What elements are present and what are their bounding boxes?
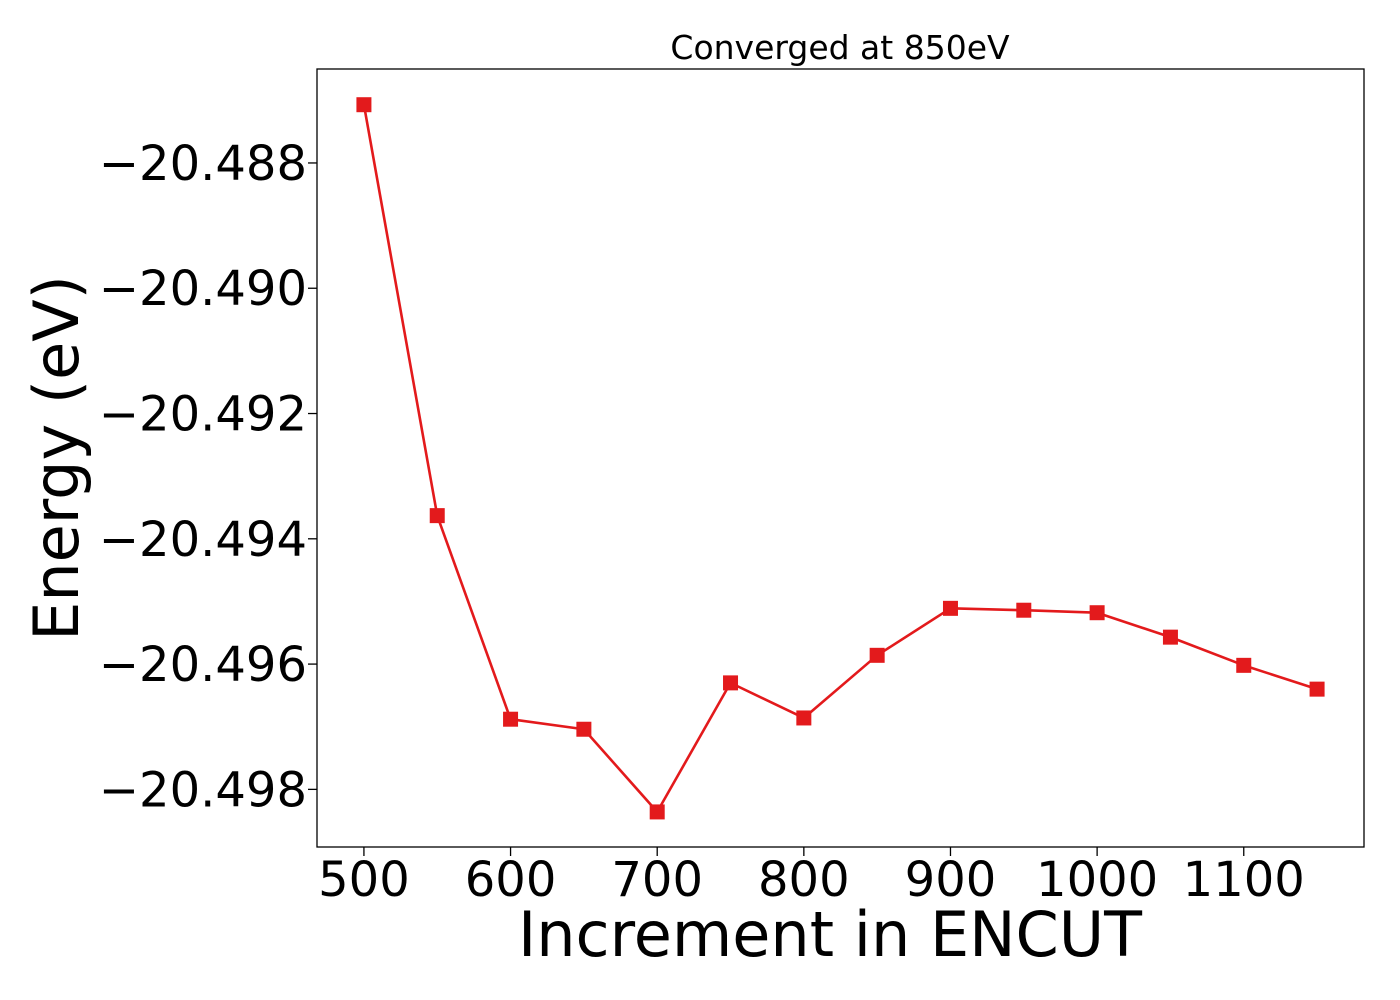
data-point-marker [576, 721, 592, 737]
y-axis-label: Energy (eV) [20, 275, 93, 641]
series-line-path [362, 104, 1318, 814]
y-tick-label: −20.490 [99, 261, 307, 317]
x-tick-label: 600 [465, 852, 557, 908]
y-tick-label: −20.492 [99, 387, 307, 443]
data-point-marker [1309, 681, 1325, 697]
data-point-marker [1236, 657, 1252, 673]
data-point-marker [649, 804, 665, 820]
axis-ticks: 500 600 700 800 900 1000 1100 −20.488 −20.490 −20… [99, 136, 1305, 908]
y-tick-label: −20.496 [99, 637, 307, 693]
x-tick-label: 1000 [1036, 852, 1158, 908]
x-tick-label: 1100 [1183, 852, 1305, 908]
data-point-marker [1016, 602, 1032, 618]
y-tick-label: −20.494 [99, 512, 307, 568]
data-point-marker [429, 508, 445, 524]
data-point-marker [796, 710, 812, 726]
data-point-marker [869, 647, 885, 663]
data-point-marker [503, 711, 519, 727]
x-tick-label: 900 [905, 852, 997, 908]
data-point-marker [1089, 605, 1105, 621]
data-point-marker [942, 600, 958, 616]
chart-title: Converged at 850eV [670, 28, 1010, 67]
y-tick-label: −20.488 [99, 136, 307, 192]
series-markers [356, 97, 1325, 820]
x-axis-label: Increment in ENCUT [518, 898, 1143, 971]
series-line [362, 104, 1318, 814]
data-point-marker [1162, 629, 1178, 645]
x-tick-label: 700 [611, 852, 703, 908]
y-tick-label: −20.498 [99, 762, 307, 818]
data-point-marker [356, 97, 372, 113]
x-tick-label: 500 [318, 852, 410, 908]
x-tick-label: 800 [758, 852, 850, 908]
plot-frame [316, 68, 1365, 848]
data-point-marker [723, 675, 739, 691]
